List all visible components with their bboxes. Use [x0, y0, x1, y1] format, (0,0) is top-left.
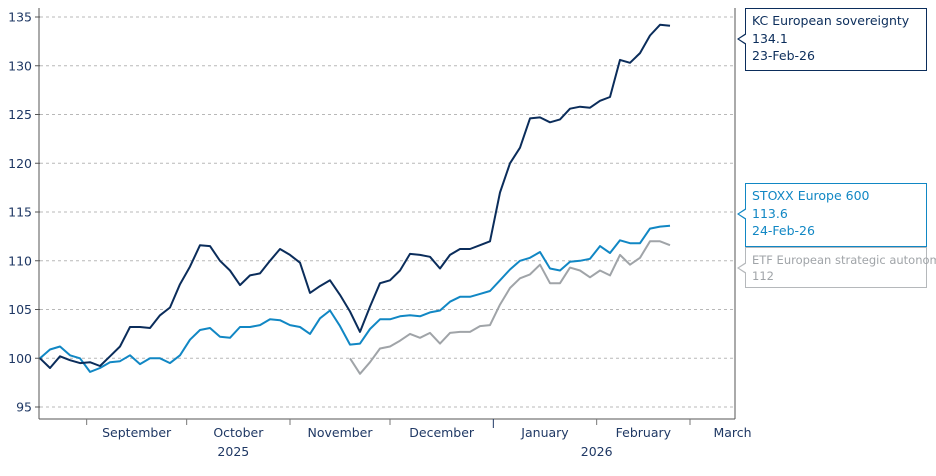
callout-value: 113.6 [752, 205, 788, 221]
y-tick-label: 130 [8, 58, 32, 73]
y-tick-label: 115 [8, 205, 32, 220]
callout-series-name: KC European sovereignty [752, 13, 910, 28]
x-tick-label: October [213, 425, 264, 440]
callout-stoxx-europe-600: STOXX Europe 600 113.6 24-Feb-26 [737, 183, 927, 247]
callout-date: 23-Feb-26 [752, 48, 815, 63]
y-tick-label: 95 [16, 400, 32, 415]
series-lines [39, 23, 671, 375]
callout-etf-european-strategic-autonomy: ETF European strategic autonomy 112 [737, 247, 936, 288]
x-tick-label: January [520, 425, 569, 440]
callout-date: 24-Feb-26 [752, 223, 815, 238]
x-tick-label: February [616, 425, 672, 440]
y-tick-label: 105 [8, 302, 32, 317]
gridlines [40, 16, 735, 408]
callout-value: 134.1 [752, 30, 788, 46]
x-year-label: 2025 [217, 444, 249, 459]
callout-kc-european-sovereignty: KC European sovereignty 134.1 23-Feb-26 [737, 8, 927, 71]
x-year-label: 2026 [581, 444, 613, 459]
series-line-kc-european-sovereignty [39, 23, 671, 369]
x-tick-label: November [307, 425, 373, 440]
x-axis: September October November December January F… [39, 418, 752, 459]
y-tick-label: 125 [8, 107, 32, 122]
x-tick-label: September [102, 425, 172, 440]
series-line-etf-european-strategic-autonomy [349, 240, 671, 375]
y-tick-label: 135 [8, 10, 32, 25]
x-tick-label: March [713, 425, 751, 440]
callout-series-name: STOXX Europe 600 [752, 188, 870, 203]
callout-series-name: ETF European strategic autonomy [752, 253, 936, 267]
y-axis: 95 100 105 110 115 120 125 130 135 [8, 8, 736, 419]
series-line-stoxx-europe-600 [39, 224, 671, 373]
y-tick-label: 110 [8, 253, 32, 268]
y-tick-label: 100 [8, 351, 32, 366]
x-tick-label: December [409, 425, 475, 440]
y-tick-label: 120 [8, 156, 32, 171]
callout-value: 112 [752, 269, 774, 283]
